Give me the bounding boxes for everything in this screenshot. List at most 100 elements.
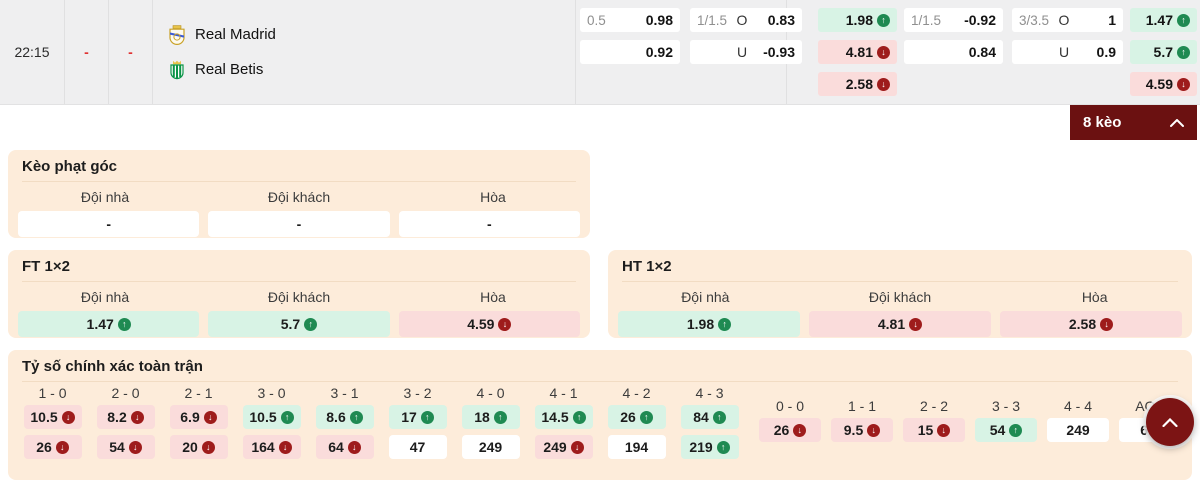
odds-cell[interactable]: 1.98 ↑: [618, 311, 800, 337]
odds-value: 4.81: [877, 316, 906, 332]
chevron-up-icon: [1162, 417, 1178, 427]
odds-cell[interactable]: 26 ↓: [23, 435, 82, 459]
odds-cell[interactable]: 6.9 ↓: [169, 405, 228, 429]
odds-cell[interactable]: U -0.93: [690, 40, 802, 64]
odds-cell[interactable]: 1/1.5 -0.92: [904, 8, 1003, 32]
odds-count-toggle[interactable]: 8 kèo: [1070, 105, 1197, 140]
odds-value: 2.58: [845, 76, 873, 92]
odds-cell[interactable]: 164 ↓: [242, 435, 301, 459]
odds-cell[interactable]: 1.98 ↑: [818, 8, 897, 32]
odds-value: 20: [182, 439, 198, 455]
odds-value: 64: [328, 439, 344, 455]
ft-1x2-panel: FT 1×2 Đội nhà Đội khách Hòa 1.47 ↑ 5.7 ↑ 4.59…: [8, 250, 590, 338]
trend-down-icon: ↓: [61, 410, 75, 424]
trend-down-icon: ↓: [347, 440, 361, 454]
odds-cell[interactable]: 84 ↑: [680, 405, 739, 429]
score-column: 1 - 1 9.5 ↓: [826, 398, 898, 448]
odds-value: 164: [251, 439, 275, 455]
odds-cell[interactable]: 10.5 ↑: [242, 405, 301, 429]
odds-value: 18: [474, 409, 490, 425]
odds-value: 1.98: [686, 316, 715, 332]
odds-cell[interactable]: 54 ↓: [96, 435, 155, 459]
odds-value: 2.58: [1068, 316, 1097, 332]
odds-value: 1: [1108, 12, 1116, 28]
odds-cell[interactable]: 9.5 ↓: [831, 418, 893, 442]
odds-cell[interactable]: 4.59 ↓: [1130, 72, 1197, 96]
handicap-line: 3/3.5: [1019, 12, 1050, 28]
score-column: 4 - 1 14.5 ↑ 249 ↓: [527, 385, 600, 465]
trend-down-icon: ↓: [570, 440, 584, 454]
away-team-row[interactable]: Real Betis: [168, 60, 575, 80]
trend-down-icon: ↓: [793, 423, 807, 437]
odds-cell[interactable]: 17 ↑: [388, 405, 447, 429]
odds-cell[interactable]: 64 ↓: [315, 435, 374, 459]
odds-cell[interactable]: 18 ↑: [461, 405, 520, 429]
odds-cell[interactable]: 14.5 ↑: [534, 405, 593, 429]
column-header: Hòa: [480, 289, 506, 305]
score-column: 1 - 0 10.5 ↓ 26 ↓: [16, 385, 89, 465]
odds-cell[interactable]: 47: [388, 435, 447, 459]
trend-down-icon: ↓: [937, 423, 951, 437]
odds-cell[interactable]: 249: [1047, 418, 1109, 442]
score-header: 2 - 0: [111, 385, 140, 401]
chevron-up-icon: [1170, 118, 1184, 127]
odds-cell[interactable]: 1/1.5 O 0.83: [690, 8, 802, 32]
trend-down-icon: ↓: [201, 440, 215, 454]
odds-cell[interactable]: 26 ↓: [759, 418, 821, 442]
odds-value: 8.6: [326, 409, 346, 425]
odds-cell[interactable]: -: [208, 211, 390, 237]
odds-cell[interactable]: 0.5 0.98: [580, 8, 680, 32]
odds-cell[interactable]: 26 ↑: [607, 405, 666, 429]
odds-cell[interactable]: -: [398, 211, 580, 237]
odds-cell[interactable]: 4.81 ↓: [809, 311, 991, 337]
trend-up-icon: ↑: [304, 317, 318, 331]
odds-cell[interactable]: 249: [461, 435, 520, 459]
odds-cell[interactable]: 249 ↓: [534, 435, 593, 459]
odds-value: 14.5: [541, 409, 569, 425]
odds-cell[interactable]: 219 ↑: [680, 435, 739, 459]
handicap-line: 1/1.5: [911, 12, 942, 28]
odds-cell[interactable]: U 0.9: [1012, 40, 1123, 64]
odds-value: 4.59: [467, 316, 495, 332]
score-header: 2 - 1: [184, 385, 213, 401]
odds-cell[interactable]: 0.92: [580, 40, 680, 64]
ht-1x2-panel: HT 1×2 Đội nhà Đội khách Hòa 1.98 ↑ 4.81 ↓ 2.5…: [608, 250, 1192, 338]
odds-cell[interactable]: 5.7 ↑: [1130, 40, 1197, 64]
odds-cell[interactable]: 8.2 ↓: [96, 405, 155, 429]
odds-cell[interactable]: 2.58 ↓: [1000, 311, 1182, 337]
trend-down-icon: ↓: [877, 77, 890, 91]
odds-cell[interactable]: 194: [607, 435, 666, 459]
trend-down-icon: ↓: [55, 440, 69, 454]
odds-cell[interactable]: 5.7 ↑: [208, 311, 390, 337]
trend-down-icon: ↓: [1177, 77, 1190, 91]
match-row: 22:15 - - Real Madrid Real Betis: [0, 0, 1200, 105]
odds-cell[interactable]: 54 ↑: [975, 418, 1037, 442]
odds-cell[interactable]: 1.47 ↑: [18, 311, 200, 337]
handicap-odds-group-b: 1/1.5 -0.92 0.84: [904, 8, 1003, 72]
odds-value: 4.59: [1145, 76, 1173, 92]
odds-cell[interactable]: 20 ↓: [169, 435, 228, 459]
odds-cell[interactable]: 1.47 ↑: [1130, 8, 1197, 32]
odds-value: 5.7: [1153, 44, 1173, 60]
correct-score-panel: Tỷ số chính xác toàn trận 1 - 0 10.5 ↓ 26 ↓ 2…: [8, 350, 1192, 480]
odds-value: 0.9: [1096, 44, 1116, 60]
odds-cell[interactable]: 10.5 ↓: [23, 405, 82, 429]
odds-cell[interactable]: -: [18, 211, 200, 237]
odds-cell[interactable]: 4.81 ↓: [818, 40, 897, 64]
odds-cell[interactable]: 2.58 ↓: [818, 72, 897, 96]
home-team-row[interactable]: Real Madrid: [168, 24, 575, 45]
odds-cell[interactable]: 4.59 ↓: [398, 311, 580, 337]
odds-cell[interactable]: 8.6 ↑: [315, 405, 374, 429]
real-madrid-logo: [169, 24, 185, 45]
score-header: 4 - 4: [1063, 398, 1092, 414]
odds-cell[interactable]: 3/3.5 O 1: [1012, 8, 1123, 32]
odds-value: -: [486, 216, 492, 232]
panel-title: HT 1×2: [622, 258, 1178, 282]
ht-cells: 1.98 ↑ 4.81 ↓ 2.58 ↓: [608, 305, 1192, 337]
odds-cell[interactable]: 15 ↓: [903, 418, 965, 442]
odds-cell[interactable]: 0.84: [904, 40, 1003, 64]
scroll-top-button[interactable]: [1146, 398, 1194, 446]
trend-down-icon: ↓: [1100, 317, 1114, 331]
trend-up-icon: ↑: [493, 410, 507, 424]
away-score: -: [128, 44, 133, 60]
